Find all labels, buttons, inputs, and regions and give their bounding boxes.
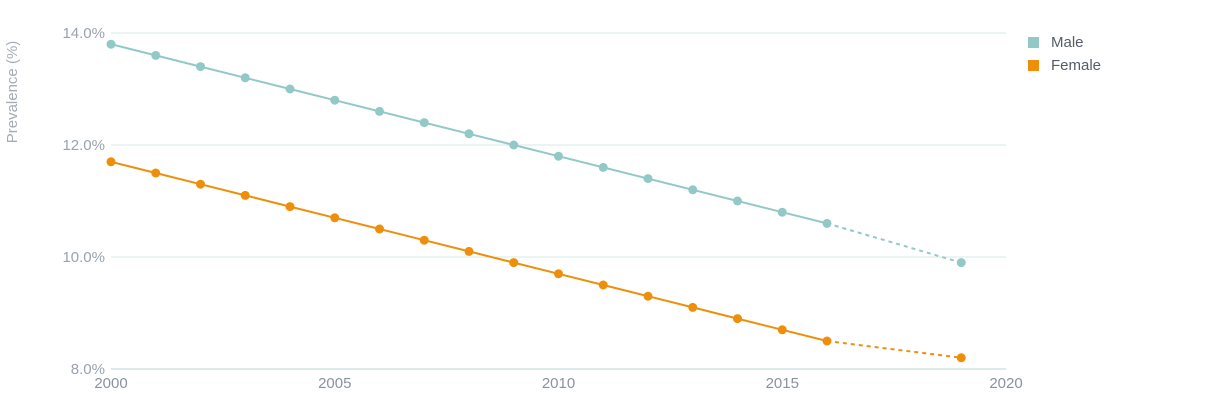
x-tick-label: 2010 (542, 375, 575, 392)
x-tick-label: 2000 (94, 375, 127, 392)
series-layer (106, 39, 966, 363)
data-point[interactable] (733, 314, 742, 324)
data-point[interactable] (509, 258, 519, 268)
x-tick-label: 2005 (318, 375, 351, 392)
data-point[interactable] (643, 291, 653, 301)
data-point[interactable] (285, 84, 295, 94)
data-point[interactable] (464, 129, 474, 139)
y-tick-label: 14.0% (62, 25, 105, 42)
data-point[interactable] (330, 95, 340, 105)
x-axis-ticks: 2000 2005 2010 2015 2020 (94, 375, 1022, 392)
data-point[interactable] (375, 224, 384, 234)
data-point[interactable] (419, 118, 429, 128)
legend-item-female[interactable]: Female (1028, 54, 1101, 77)
data-point[interactable] (554, 151, 563, 161)
data-point[interactable] (151, 168, 161, 178)
legend-item-male[interactable]: Male (1028, 31, 1101, 54)
y-axis-ticks: 8.0% 10.0% 12.0% 14.0% (62, 25, 105, 378)
data-point[interactable] (777, 207, 787, 217)
projection-point[interactable] (956, 353, 966, 363)
data-point[interactable] (643, 174, 653, 184)
projection-line (826, 340, 962, 359)
data-point[interactable] (151, 50, 161, 60)
x-tick-label: 2015 (766, 375, 799, 392)
data-point[interactable] (106, 39, 116, 49)
series-female (106, 157, 966, 363)
projection-point[interactable] (956, 258, 966, 268)
data-point[interactable] (196, 179, 205, 189)
data-point[interactable] (688, 185, 698, 195)
data-point[interactable] (419, 235, 429, 245)
y-axis-label: Prevalence (%) (4, 41, 21, 144)
y-tick-label: 10.0% (62, 249, 105, 266)
data-point[interactable] (688, 302, 698, 312)
series-male (106, 39, 966, 268)
data-point[interactable] (598, 162, 608, 172)
legend-swatch-male (1028, 37, 1039, 48)
y-tick-label: 12.0% (62, 137, 105, 154)
data-point[interactable] (509, 140, 519, 150)
data-point[interactable] (196, 62, 205, 72)
gridlines (111, 32, 1006, 370)
y-tick-label: 8.0% (71, 361, 105, 378)
legend-swatch-female (1028, 60, 1039, 71)
data-point[interactable] (240, 73, 250, 83)
data-point[interactable] (106, 157, 116, 167)
data-point[interactable] (554, 269, 563, 279)
data-point[interactable] (240, 190, 250, 200)
data-point[interactable] (733, 196, 742, 206)
data-point[interactable] (777, 325, 787, 335)
data-point[interactable] (330, 213, 340, 223)
x-tick-label: 2020 (989, 375, 1022, 392)
data-point[interactable] (822, 336, 832, 346)
legend: Male Female (1028, 31, 1101, 77)
data-point[interactable] (375, 106, 384, 116)
data-point[interactable] (598, 280, 608, 290)
data-point[interactable] (285, 202, 295, 212)
data-point[interactable] (822, 218, 832, 228)
data-point[interactable] (464, 246, 474, 256)
legend-label-female: Female (1051, 57, 1102, 74)
legend-label-male: Male (1051, 34, 1084, 51)
